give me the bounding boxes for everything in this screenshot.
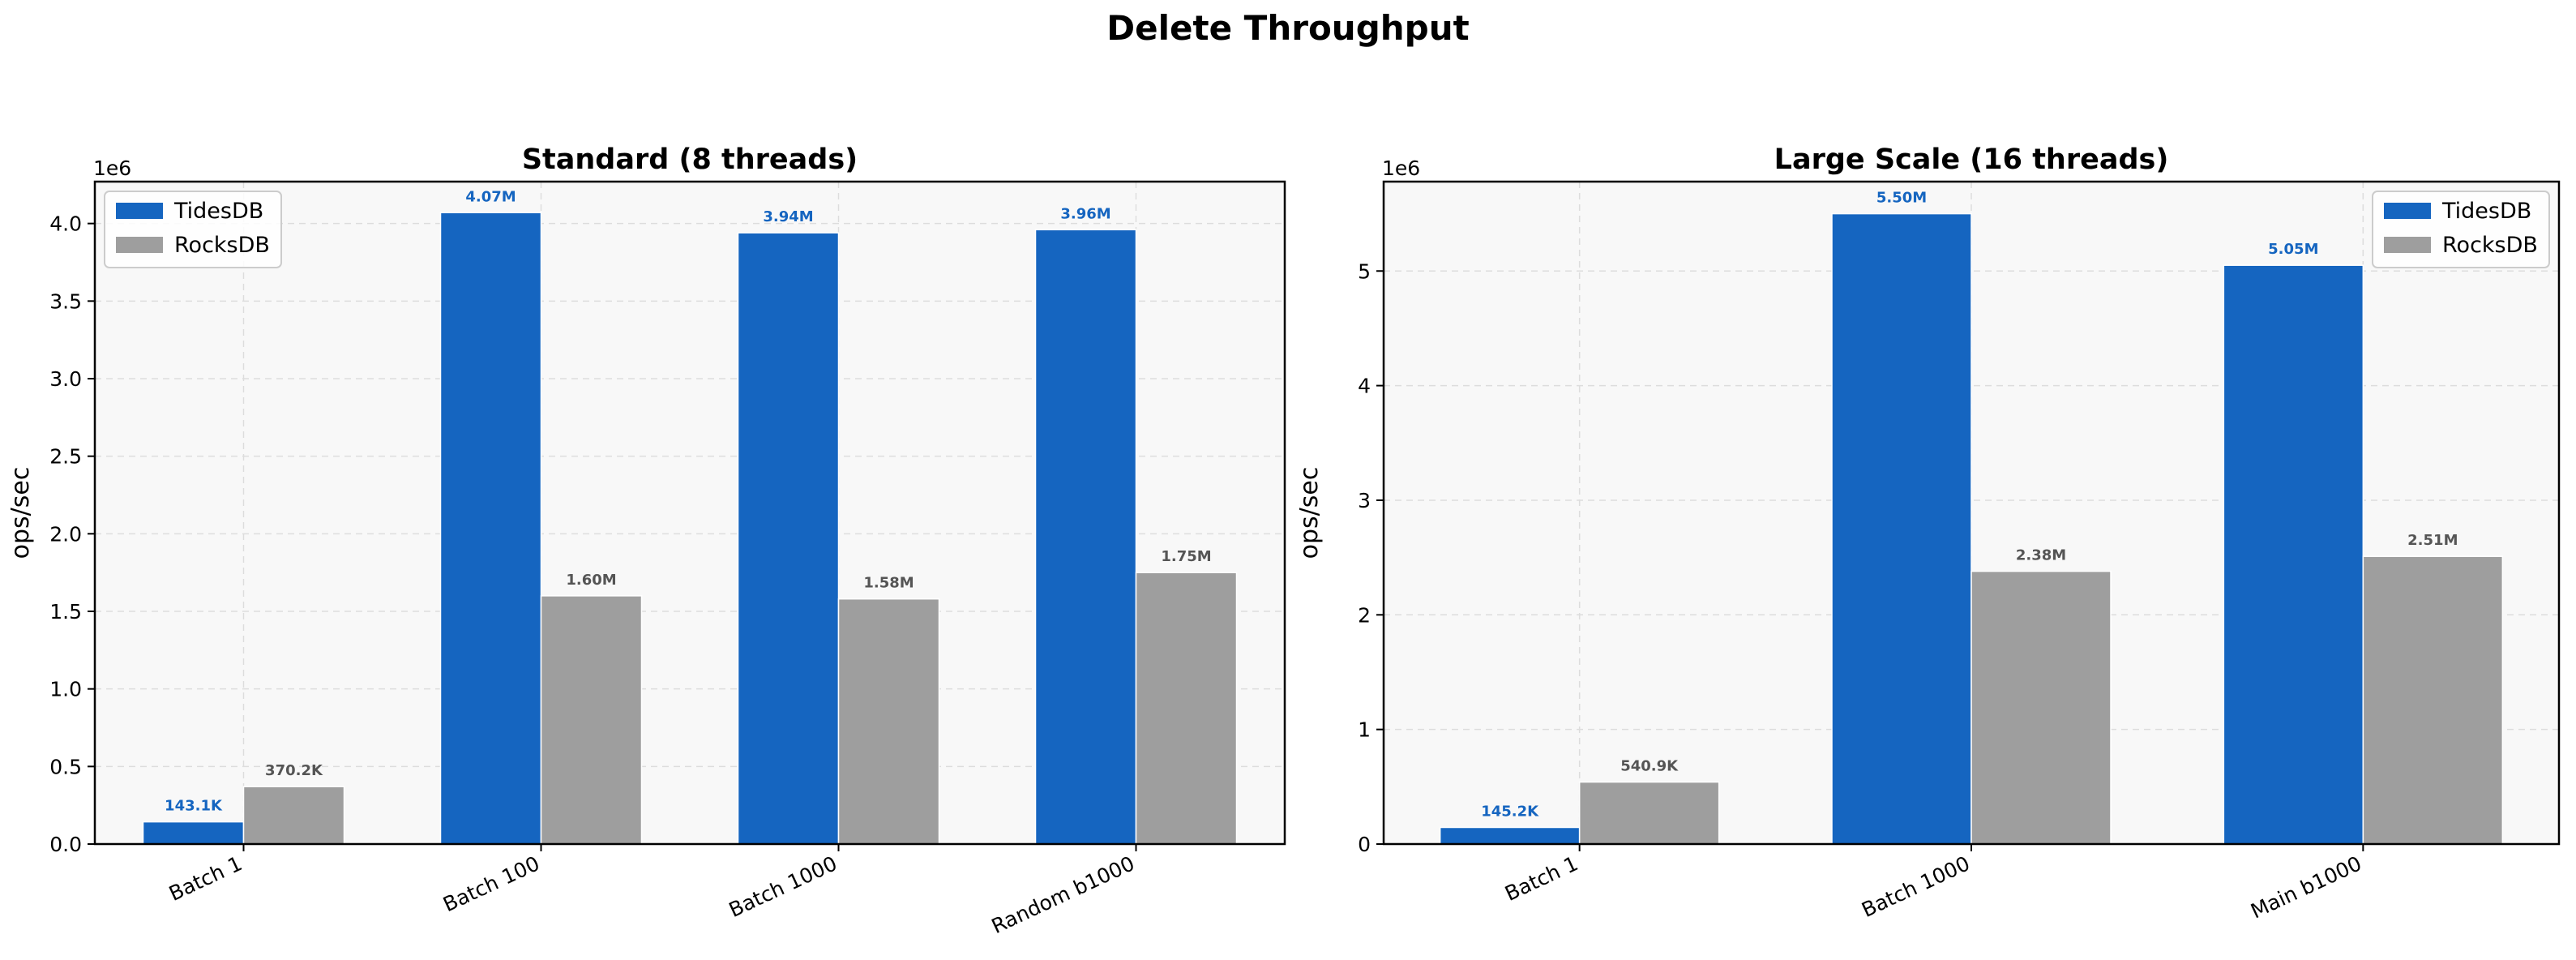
x-tick-label: Batch 100 [439,851,543,916]
axes-frame [93,180,1286,846]
bar-tidesdb [1831,212,1972,845]
bar-tidesdb [142,821,245,845]
legend-swatch-rocksdb [2384,237,2431,253]
y-axis-multiplier: 1e6 [93,156,131,180]
legend-label-rocksdb: RocksDB [2442,233,2538,258]
x-tick-label: Batch 1000 [725,851,841,922]
chart-panel-2: 0 1 2 3 4 5 Batch 1 Batch 1000 Main b1000 145.2K 5… [1295,144,2561,924]
data-label-rocksdb: 2.38M [2016,547,2066,564]
figure-title: Delete Throughput [1106,8,1470,48]
y-tick-label: 4 [1358,375,1371,398]
y-tick-label: 0 [1358,833,1371,856]
bar-rocksdb [2362,555,2504,845]
legend-swatch-rocksdb [116,237,163,253]
legend-label-tidesdb: TidesDB [2441,199,2531,224]
legend: TidesDB RocksDB [104,191,282,268]
axes-frame [1382,180,2561,846]
x-tick-label: Batch 1 [165,851,246,906]
bar-rocksdb [242,786,345,845]
bar-rocksdb [1135,572,1238,845]
data-label-tidesdb: 4.07M [465,188,516,205]
data-label-tidesdb: 145.2K [1481,803,1539,820]
y-tick-label: 4.0 [49,212,82,236]
y-axis-multiplier: 1e6 [1382,156,1420,180]
bar-tidesdb [1439,826,1581,845]
y-tick-label: 2.5 [49,445,82,469]
data-label-rocksdb: 1.58M [863,575,914,592]
bar-tidesdb [439,212,542,845]
y-tick-label: 3 [1358,489,1371,512]
data-label-rocksdb: 1.75M [1161,548,1211,565]
data-label-rocksdb: 540.9K [1620,758,1679,775]
y-tick-label: 0.0 [49,833,82,856]
y-axis-label: ops/sec [6,467,35,559]
y-tick-label: 3.5 [49,289,82,313]
legend: TidesDB RocksDB [2372,191,2550,268]
x-tick-label: Batch 1000 [1858,851,1973,922]
bar-tidesdb [2223,264,2364,845]
bar-rocksdb [1578,781,1720,845]
y-tick-label: 1.0 [49,678,82,701]
legend-label-tidesdb: TidesDB [173,199,263,224]
y-tick-label: 3.0 [49,367,82,391]
bar-rocksdb [540,595,643,845]
data-label-rocksdb: 1.60M [566,572,616,589]
data-label-tidesdb: 5.05M [2268,241,2318,258]
data-label-tidesdb: 3.96M [1060,205,1110,222]
data-label-rocksdb: 2.51M [2407,532,2458,549]
y-tick-label: 1.5 [49,600,82,624]
bar-tidesdb [1034,229,1137,845]
x-tick-label: Main b1000 [2247,851,2365,923]
bar-rocksdb [1971,570,2112,845]
data-label-tidesdb: 143.1K [165,798,223,815]
bar-rocksdb [837,598,940,845]
y-axis-label: ops/sec [1295,467,1324,559]
y-tick-label: 2 [1358,603,1371,627]
legend-swatch-tidesdb [116,203,163,219]
data-label-tidesdb: 5.50M [1876,190,1927,207]
chart-title: Large Scale (16 threads) [1774,144,2169,176]
bar-tidesdb [737,232,840,845]
legend-label-rocksdb: RocksDB [174,233,270,258]
data-label-rocksdb: 370.2K [265,762,323,779]
x-tick-label: Batch 1 [1501,851,1581,906]
y-tick-label: 1 [1358,718,1371,742]
y-tick-label: 0.5 [49,755,82,778]
chart-panel-1: 0.0 0.5 1.0 1.5 2.0 2.5 3.0 3.5 4.0 Batch 1 Batch … [6,144,1286,938]
legend-swatch-tidesdb [2384,203,2431,219]
x-tick-label: Random b1000 [988,851,1138,938]
chart-title: Standard (8 threads) [522,144,858,176]
y-tick-label: 2.0 [49,522,82,546]
y-tick-label: 5 [1358,259,1371,283]
data-label-tidesdb: 3.94M [763,208,813,225]
